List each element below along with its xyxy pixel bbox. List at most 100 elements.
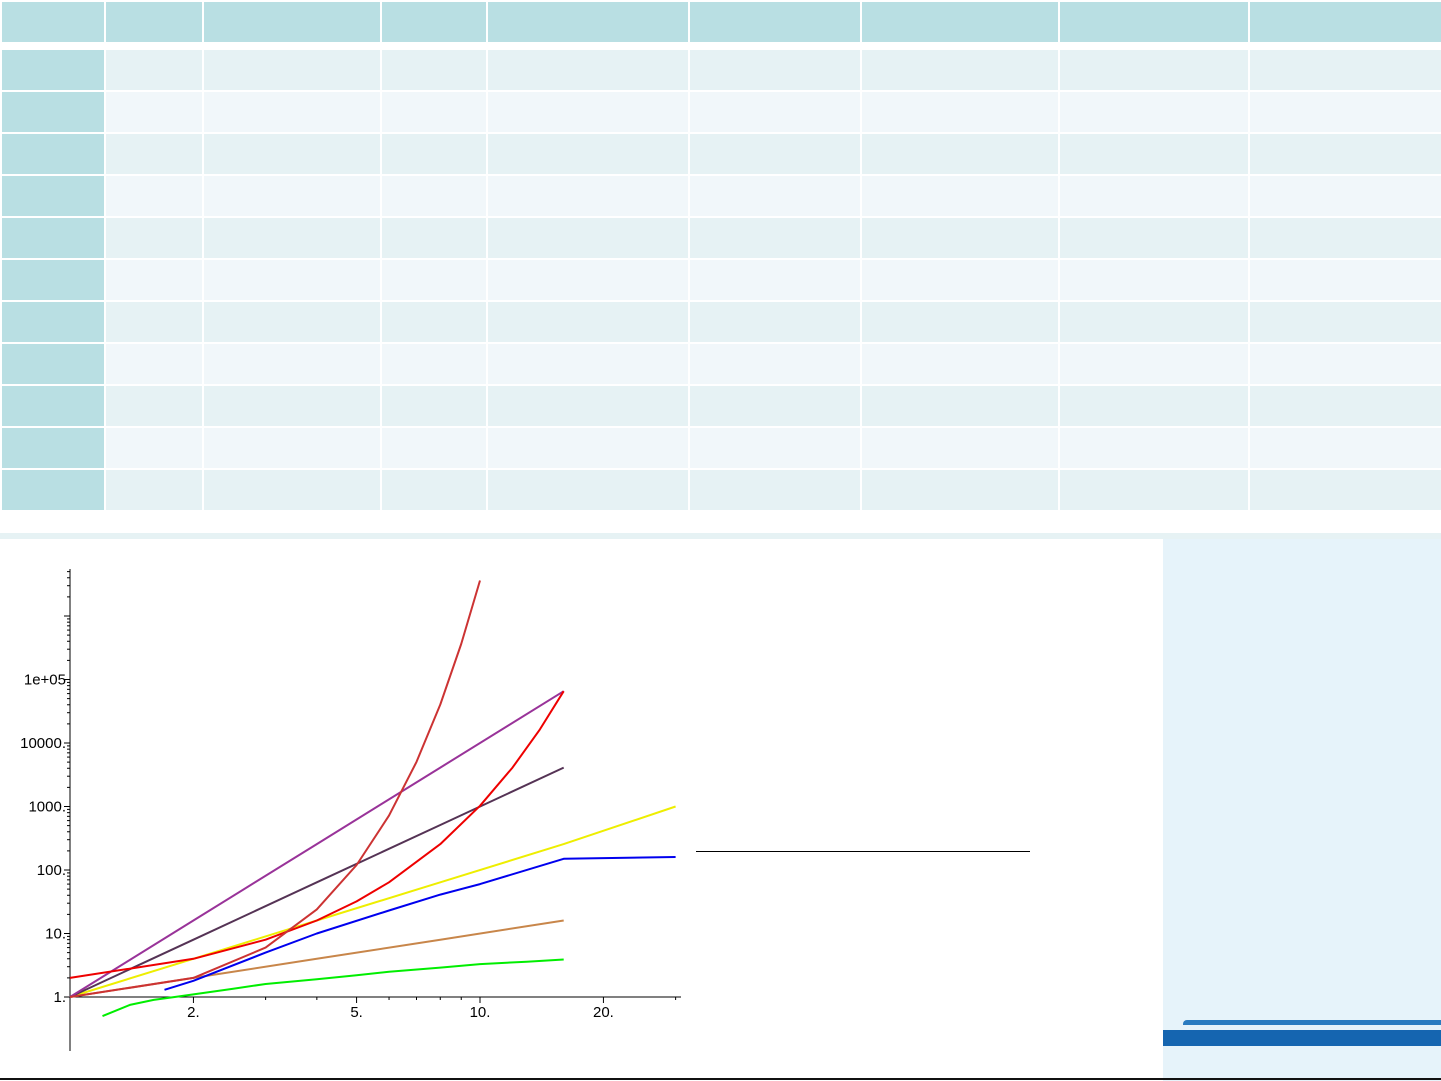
table-cell: [380, 90, 488, 134]
series-line-4: [69, 766, 565, 998]
series-line-5: [69, 690, 565, 998]
horizontal-rule: [696, 851, 1030, 852]
table-cell: [380, 216, 488, 260]
table-cell: [1248, 300, 1441, 344]
table-cell: [688, 258, 862, 302]
y-tick-label: 10.: [45, 926, 66, 943]
table-cell: [486, 258, 690, 302]
x-tick-label: 2.: [187, 1004, 200, 1021]
table-cell: [486, 426, 690, 470]
table-cell: [380, 132, 488, 176]
table-header-cell: [486, 0, 690, 44]
table-cell: [380, 174, 488, 218]
table-cell: [380, 342, 488, 386]
table-header-cell: [202, 0, 382, 44]
y-tick-label: 10000.: [20, 735, 66, 752]
table-cell: [688, 468, 862, 512]
table-header-cell: [688, 0, 862, 44]
table-cell: [104, 342, 204, 386]
table-row: [0, 48, 1441, 92]
table-cell: [1248, 258, 1441, 302]
table-cell: [860, 384, 1060, 428]
table-cell: [486, 90, 690, 134]
table-cell: [380, 258, 488, 302]
table-row: [0, 426, 1441, 470]
y-tick-label: 1.: [53, 989, 66, 1006]
table-cell: [1248, 426, 1441, 470]
table-cell: [1058, 90, 1250, 134]
table-row-header-cell: [0, 216, 106, 260]
table-cell: [860, 216, 1060, 260]
brand-stripe-thick: [1163, 1030, 1441, 1046]
table-row-header-cell: [0, 174, 106, 218]
table-cell: [688, 384, 862, 428]
table-cell: [688, 216, 862, 260]
series-line-7: [69, 580, 481, 998]
table-cell: [202, 132, 382, 176]
table-row-header-cell: [0, 90, 106, 134]
table-cell: [380, 384, 488, 428]
table-cell: [202, 384, 382, 428]
table-row-header-cell: [0, 384, 106, 428]
table-cell: [486, 216, 690, 260]
right-side-panel: [1163, 539, 1441, 1081]
table-cell: [860, 468, 1060, 512]
table-cell: [688, 300, 862, 344]
table-row-header-cell: [0, 468, 106, 512]
table-cell: [104, 132, 204, 176]
table-cell: [1248, 132, 1441, 176]
table-cell: [1058, 216, 1250, 260]
table-header-cell: [860, 0, 1060, 44]
table-row: [0, 300, 1441, 344]
table-cell: [688, 48, 862, 92]
table-row: [0, 468, 1441, 512]
table-cell: [1058, 132, 1250, 176]
table-cell: [1058, 174, 1250, 218]
table-cell: [104, 216, 204, 260]
brand-stripes: [1163, 1018, 1441, 1048]
table-cell: [380, 48, 488, 92]
table-cell: [486, 468, 690, 512]
table-row-header-cell: [0, 300, 106, 344]
table-header-cell: [0, 0, 106, 44]
table-row-header-cell: [0, 48, 106, 92]
table-row: [0, 342, 1441, 386]
table-cell: [202, 426, 382, 470]
table-header-cell: [104, 0, 204, 44]
x-tick-label: 10.: [470, 1004, 491, 1021]
table-row-header-cell: [0, 258, 106, 302]
table-cell: [1058, 426, 1250, 470]
table-header-row: [0, 0, 1441, 44]
table-cell: [1058, 258, 1250, 302]
table-cell: [486, 132, 690, 176]
table-header-cell: [1248, 0, 1441, 44]
data-table: [0, 0, 1441, 512]
table-cell: [860, 342, 1060, 386]
table-cell: [104, 258, 204, 302]
footer-rule: [0, 1078, 1441, 1080]
table-bottom-band: [0, 533, 1441, 539]
table-cell: [688, 426, 862, 470]
table-row-header-cell: [0, 342, 106, 386]
table-cell: [486, 174, 690, 218]
table-cell: [860, 426, 1060, 470]
table-cell: [860, 258, 1060, 302]
table-row: [0, 174, 1441, 218]
table-row: [0, 216, 1441, 260]
table-cell: [1058, 48, 1250, 92]
table-cell: [860, 300, 1060, 344]
table-cell: [1058, 468, 1250, 512]
table-separator-cell: [1, 43, 1441, 49]
table-cell: [688, 342, 862, 386]
table-row: [0, 90, 1441, 134]
table-cell: [202, 342, 382, 386]
y-tick-label: 1000.: [28, 799, 66, 816]
table-cell: [104, 174, 204, 218]
table-cell: [202, 90, 382, 134]
x-tick-label: 5.: [350, 1004, 363, 1021]
y-tick-label: 100.: [37, 862, 66, 879]
table-cell: [486, 300, 690, 344]
table-cell: [1248, 468, 1441, 512]
table-cell: [202, 174, 382, 218]
table-cell: [1248, 342, 1441, 386]
